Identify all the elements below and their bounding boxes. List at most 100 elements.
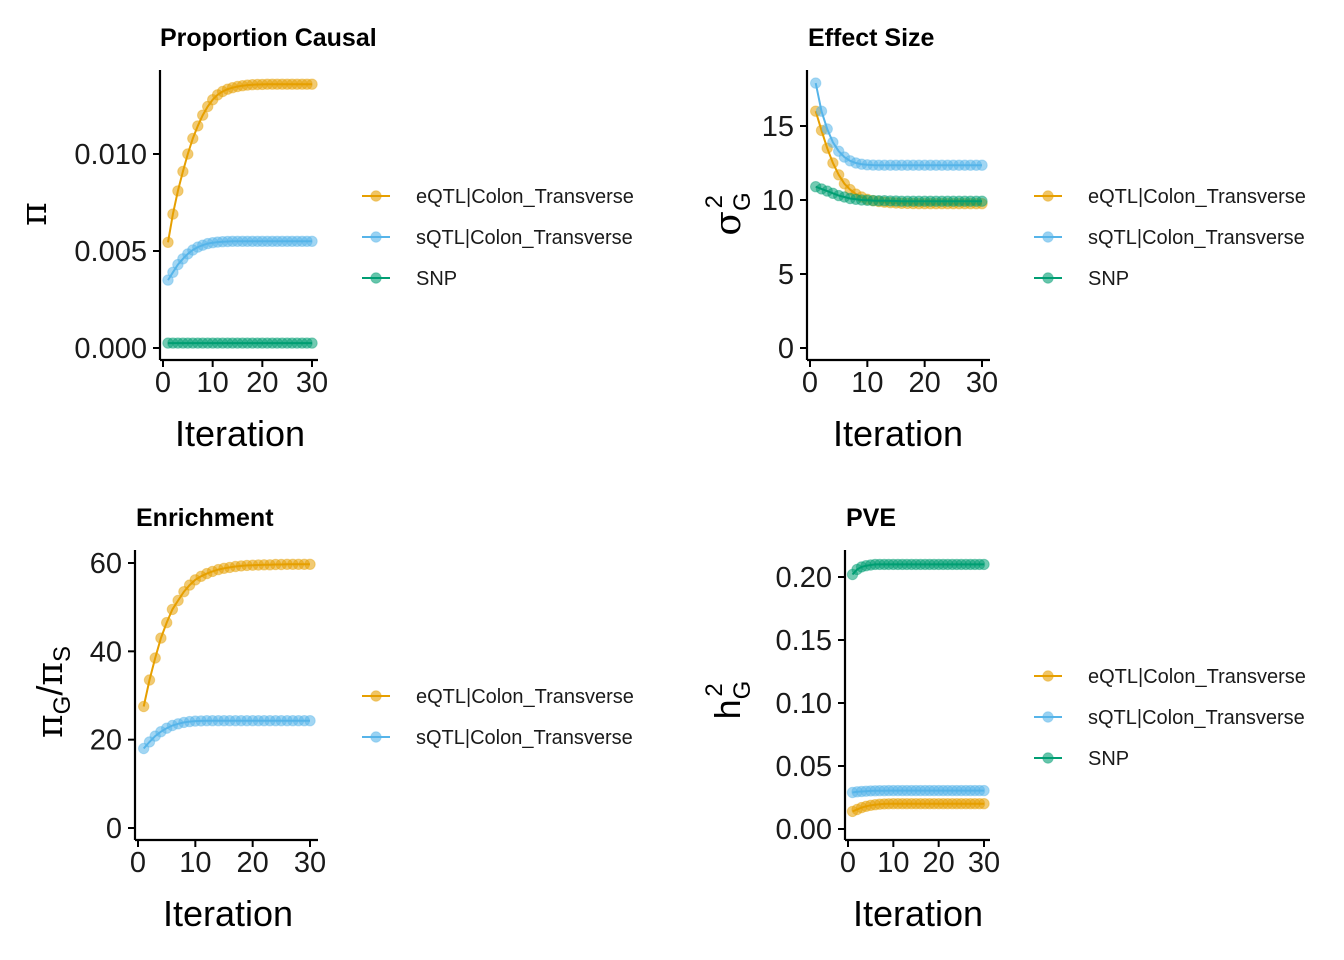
y-tick-label: 0 [106,813,122,845]
legend-key-point [370,190,382,202]
x-tick-label: 20 [237,847,269,879]
x-tick-label: 0 [155,367,171,399]
data-point [821,123,833,135]
data-point [143,674,156,686]
data-point [197,109,209,121]
legend-label: sQTL|Colon_Transverse [1088,227,1305,249]
data-point [306,235,318,248]
x-axis-label: Iteration [163,893,293,934]
y-axis-title: hG2 [701,681,756,720]
plot-area: 0 10 20 30 0 5 10 15 eQTL|Colon_Transverse sQTL|C… [762,70,1306,399]
x-tick-label: 20 [246,367,278,399]
data-point [827,136,839,149]
y-tick-label: 0.00 [776,814,832,846]
x-tick-label: 30 [294,847,326,879]
legend-key-point [370,231,382,243]
plot-area: 0 10 20 30 0.00 0.05 0.10 0.15 0.20 eQTL|Colon_Tr… [776,550,1306,879]
x-axis-label: Iteration [833,413,963,454]
data-point [172,594,184,607]
y-tick-label: 5 [778,259,794,291]
x-tick-label: 20 [923,847,955,879]
y-axis-title: σG2 [701,192,756,235]
y-axis-title: π [14,202,55,226]
legend-label: sQTL|Colon_Transverse [416,727,633,749]
y-tick-label: 0.005 [74,236,147,268]
data-point [976,159,988,171]
data-point [167,208,179,220]
legend-key-point [370,272,382,284]
legend-key-point [1042,752,1054,764]
data-point [177,165,189,178]
data-point [167,266,179,278]
data-point [155,632,167,644]
legend-label: sQTL|Colon_Transverse [1088,707,1305,729]
data-point [978,784,990,797]
legend-label: eQTL|Colon_Transverse [1088,666,1306,688]
data-point [810,77,822,89]
panel-proportion-causal: Proportion Causal π Iteration 0 10 20 30 0.0… [14,24,634,454]
data-point [162,236,174,249]
legend-key-point [370,731,382,743]
y-tick-label: 15 [762,111,794,143]
x-tick-label: 30 [966,367,998,399]
data-point [815,105,828,117]
panel-enrichment: Enrichment πG/πS Iteration 0 10 20 30 0 20 40 6… [29,504,634,934]
data-point [978,798,990,810]
legend-label: eQTL|Colon_Transverse [416,686,634,708]
y-axis-title: πG/πS [29,646,76,738]
y-tick-label: 20 [90,725,122,757]
x-tick-label: 10 [877,847,909,879]
data-point [833,169,845,181]
x-tick-label: 10 [851,367,883,399]
data-point [162,274,174,286]
chart-title: PVE [846,504,896,532]
data-point [149,652,161,664]
data-point [306,337,318,349]
data-point [304,715,316,727]
x-axis-label: Iteration [853,893,983,934]
series-line [167,83,312,243]
legend-label: sQTL|Colon_Transverse [416,227,633,249]
data-point [304,558,316,570]
legend: eQTL|Colon_Transverse sQTL|Colon_Transver… [1034,186,1306,290]
legend-key-point [1042,670,1054,682]
data-point [192,120,204,132]
x-tick-label: 30 [296,367,328,399]
panel-pve: PVE hG2 Iteration 0 10 20 30 0.00 0.05 0.10 0.1… [701,504,1306,934]
x-tick-label: 10 [197,367,229,399]
data-point [172,185,184,197]
data-point [187,132,199,145]
y-tick-label: 0 [778,333,794,365]
data-point [161,616,173,629]
legend-label: SNP [416,268,457,290]
y-tick-label: 0.010 [74,139,147,171]
y-axis-label: hG2 [701,681,756,720]
series-line [142,563,310,707]
y-tick-label: 0.000 [74,333,147,365]
legend-label: eQTL|Colon_Transverse [1088,186,1306,208]
y-axis-label: π [14,202,55,226]
legend: eQTL|Colon_Transverse sQTL|Colon_Transver… [362,686,634,749]
y-tick-label: 40 [90,636,122,668]
legend-key-point [1042,711,1054,723]
x-tick-label: 30 [968,847,1000,879]
data-point [182,148,194,160]
x-tick-label: 0 [802,367,818,399]
data-point [138,700,150,713]
x-axis-label: Iteration [175,413,305,454]
legend-label: SNP [1088,268,1129,290]
y-tick-label: 0.05 [776,751,832,783]
legend-label: eQTL|Colon_Transverse [416,186,634,208]
y-tick-label: 0.15 [776,625,832,657]
x-tick-label: 0 [840,847,856,879]
chart-title: Proportion Causal [160,24,377,52]
legend: eQTL|Colon_Transverse sQTL|Colon_Transver… [1034,666,1306,770]
legend-key-point [1042,190,1054,202]
data-point [978,558,990,571]
chart-title: Enrichment [136,504,274,532]
x-tick-label: 10 [179,847,211,879]
legend: eQTL|Colon_Transverse sQTL|Colon_Transver… [362,186,634,290]
data-point [976,195,988,207]
y-tick-label: 0.20 [776,562,832,594]
